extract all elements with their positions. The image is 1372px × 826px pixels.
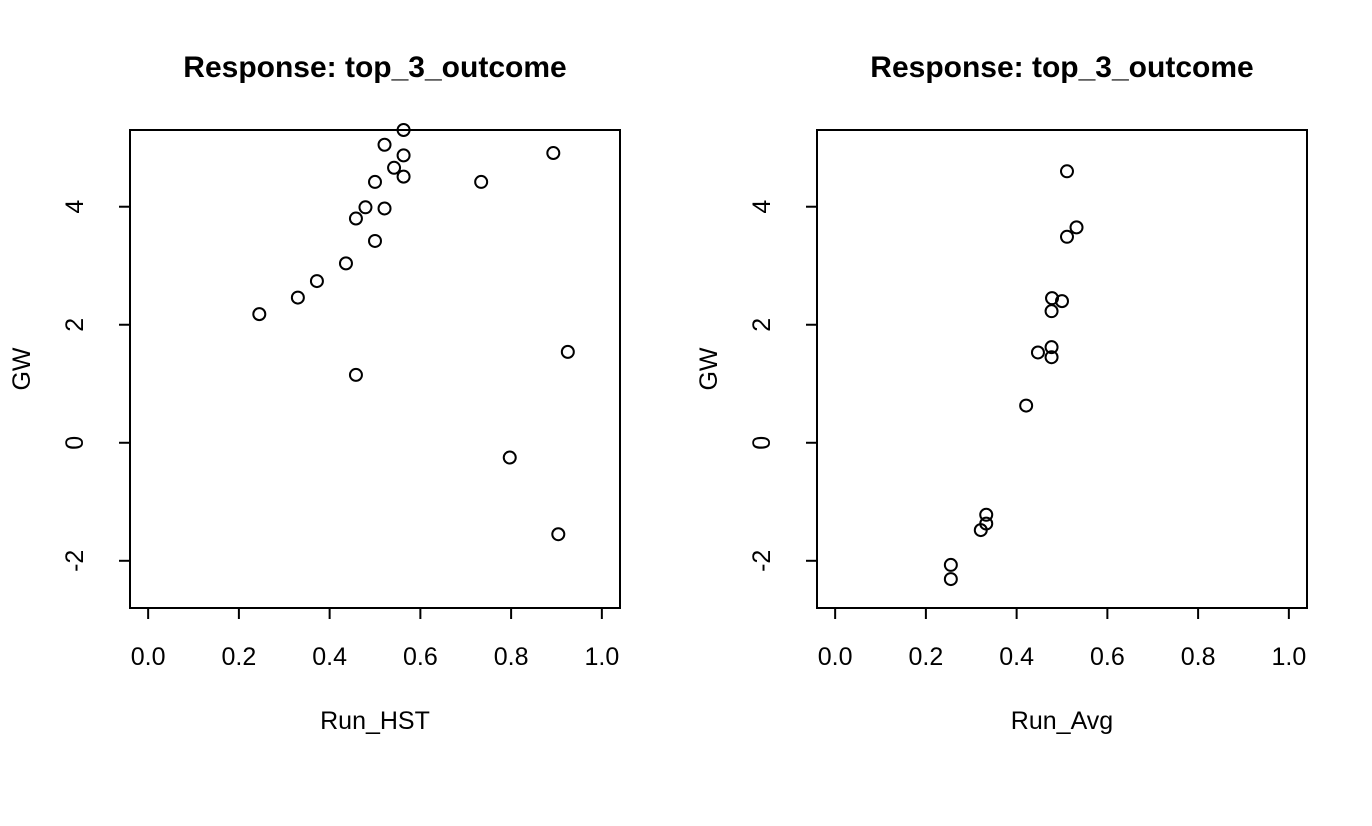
y-tick-label: 2 <box>61 318 89 332</box>
data-point <box>396 169 411 184</box>
x-axis-label-2: Run_Avg <box>1011 707 1113 735</box>
x-tick-label: 0.0 <box>131 643 166 671</box>
data-point <box>502 450 517 465</box>
data-point <box>348 367 363 382</box>
data-point <box>309 274 324 289</box>
data-point <box>1059 164 1074 179</box>
data-point <box>338 256 353 271</box>
data-point <box>1069 220 1084 235</box>
x-tick-label: 0.4 <box>312 643 347 671</box>
scatter-panel-2: Response: top_3_outcome Run_Avg GW 0.0 0.… <box>695 51 1308 735</box>
data-point <box>368 233 382 248</box>
axes-2: 0.0 0.2 0.4 0.6 0.8 1.0 -2 0 2 4 <box>748 200 1306 671</box>
y-tick-label: 0 <box>61 436 89 450</box>
data-point <box>377 137 392 152</box>
data-point <box>1044 304 1059 319</box>
x-tick-label: 1.0 <box>584 643 619 671</box>
scatter-panel-1: Response: top_3_outcome Run_HST GW 0.0 0.… <box>8 51 621 735</box>
data-point <box>1030 345 1045 360</box>
data-point <box>551 527 566 542</box>
data-point <box>943 557 958 572</box>
x-tick-label: 0.0 <box>818 643 853 671</box>
x-tick-label: 0.2 <box>222 643 257 671</box>
data-point <box>560 344 575 359</box>
y-axis-label-2: GW <box>695 347 723 390</box>
data-point <box>979 507 994 522</box>
y-tick-label: 4 <box>748 200 776 214</box>
data-point <box>1059 229 1074 244</box>
data-point <box>290 290 305 305</box>
y-tick-label: -2 <box>748 550 776 572</box>
data-point <box>1044 350 1059 365</box>
x-tick-label: 0.2 <box>909 643 944 671</box>
y-tick-label: 0 <box>748 436 776 450</box>
x-tick-label: 0.8 <box>1181 643 1216 671</box>
data-point <box>368 174 382 189</box>
points-1 <box>252 123 575 542</box>
y-tick-label: 4 <box>61 200 89 214</box>
chart-title-1: Response: top_3_outcome <box>183 51 566 84</box>
data-point <box>252 307 267 322</box>
x-tick-label: 0.6 <box>403 643 438 671</box>
data-point <box>348 211 363 226</box>
axes-1: 0.0 0.2 0.4 0.6 0.8 1.0 -2 0 2 4 <box>61 200 619 671</box>
data-point <box>1019 398 1034 413</box>
x-tick-label: 0.8 <box>494 643 529 671</box>
x-axis-label-1: Run_HST <box>320 707 430 735</box>
x-tick-label: 0.6 <box>1090 643 1125 671</box>
data-point <box>546 146 561 161</box>
y-tick-label: 2 <box>748 318 776 332</box>
data-point <box>1045 291 1060 306</box>
data-point <box>396 123 411 137</box>
data-point <box>474 174 489 189</box>
data-point <box>377 201 392 216</box>
y-tick-label: -2 <box>61 550 89 572</box>
y-axis-label-1: GW <box>8 347 36 390</box>
chart-title-2: Response: top_3_outcome <box>870 51 1253 84</box>
data-point <box>1044 340 1059 355</box>
plot-frame-2 <box>816 129 1308 609</box>
data-point <box>943 572 958 587</box>
data-point <box>396 148 411 163</box>
points-2 <box>943 164 1084 587</box>
data-point <box>1055 294 1069 309</box>
data-point <box>358 200 373 215</box>
x-tick-label: 1.0 <box>1271 643 1306 671</box>
x-tick-label: 0.4 <box>999 643 1034 671</box>
plot-frame-1 <box>129 129 621 609</box>
data-point <box>979 516 994 531</box>
data-point <box>387 160 402 175</box>
